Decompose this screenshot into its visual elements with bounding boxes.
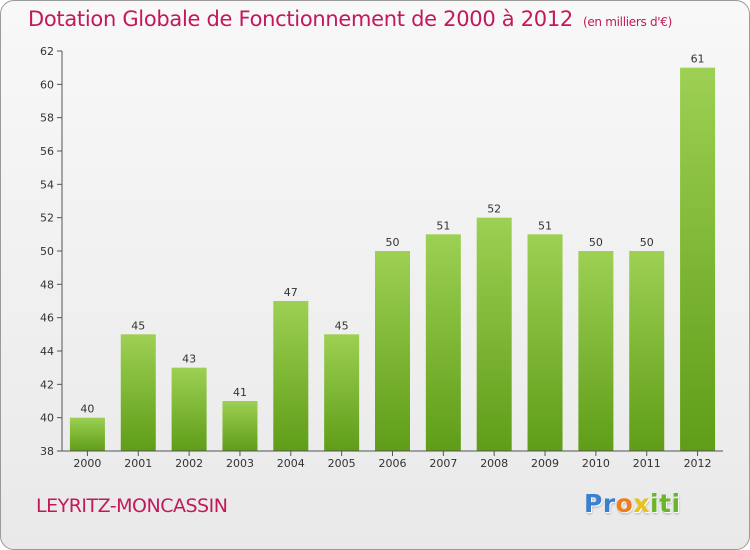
x-tick-label: 2003 <box>226 457 254 470</box>
y-tick-label: 60 <box>40 78 54 91</box>
bar <box>629 251 665 451</box>
x-tick-label: 2011 <box>633 457 661 470</box>
y-tick-label: 46 <box>40 312 54 325</box>
bar-value-label: 61 <box>691 53 705 66</box>
bar <box>527 234 563 451</box>
bar <box>476 217 512 451</box>
logo-letter: i <box>650 489 660 518</box>
x-tick-label: 2004 <box>277 457 305 470</box>
x-tick-label: 2010 <box>582 457 610 470</box>
bar-value-label: 52 <box>487 203 501 216</box>
commune-name: LEYRITZ-MONCASSIN <box>36 495 228 517</box>
bar <box>324 334 360 451</box>
x-tick-label: 2006 <box>379 457 407 470</box>
unit-note: (en milliers d'€) <box>582 15 672 29</box>
logo-letter: r <box>602 489 616 518</box>
bar-value-label: 51 <box>436 219 450 232</box>
y-tick-label: 50 <box>40 245 54 258</box>
bar-value-label: 50 <box>589 236 603 249</box>
y-tick-label: 48 <box>40 278 54 291</box>
chart-title: Dotation Globale de Fonctionnement de 20… <box>28 7 672 31</box>
y-tick-label: 52 <box>40 212 54 225</box>
bars: 40 45 43 41 47 45 50 51 52 51 50 50 61 <box>69 53 716 452</box>
y-tick-label: 58 <box>40 112 54 125</box>
x-axis: 2000 2001 2002 2003 2004 2005 2006 2007 2008 2009… <box>62 450 723 470</box>
bar <box>69 417 105 451</box>
bar <box>171 367 207 451</box>
y-tick-label: 42 <box>40 378 54 391</box>
bar-value-label: 40 <box>80 403 94 416</box>
bar-value-label: 45 <box>131 319 145 332</box>
proxiti-logo: Proxiti <box>584 489 681 518</box>
bar-value-label: 50 <box>386 236 400 249</box>
logo-letter: x <box>633 489 650 518</box>
bar-value-label: 43 <box>182 353 196 366</box>
logo-letter: o <box>615 489 634 518</box>
bar <box>425 234 461 451</box>
bar <box>578 251 614 451</box>
y-tick-label: 62 <box>40 45 54 58</box>
y-tick-label: 38 <box>40 445 54 458</box>
bar-value-label: 45 <box>335 319 349 332</box>
y-tick-label: 40 <box>40 412 54 425</box>
logo-letter: t <box>659 489 672 518</box>
bar-value-label: 51 <box>538 219 552 232</box>
x-tick-label: 2007 <box>429 457 457 470</box>
x-tick-label: 2012 <box>684 457 712 470</box>
bar <box>222 401 258 451</box>
bar <box>273 301 309 451</box>
x-tick-label: 2009 <box>531 457 559 470</box>
bar <box>680 67 716 452</box>
bar-value-label: 50 <box>640 236 654 249</box>
bar <box>120 334 156 451</box>
x-tick-label: 2000 <box>73 457 101 470</box>
bar <box>375 251 410 451</box>
bar-value-label: 41 <box>233 386 247 399</box>
x-tick-label: 2001 <box>124 457 152 470</box>
chart-title-text: Dotation Globale de Fonctionnement de 20… <box>28 7 573 31</box>
y-tick-label: 44 <box>40 345 54 358</box>
x-tick-label: 2002 <box>175 457 203 470</box>
x-tick-label: 2008 <box>480 457 508 470</box>
bar-value-label: 47 <box>284 286 298 299</box>
y-tick-label: 56 <box>40 145 54 158</box>
logo-letter: P <box>584 489 603 518</box>
x-tick-label: 2005 <box>328 457 356 470</box>
logo-letter: i <box>671 489 681 518</box>
y-tick-label: 54 <box>40 178 54 191</box>
y-axis: 38 40 42 44 46 48 50 52 54 56 58 60 62 <box>40 45 63 458</box>
